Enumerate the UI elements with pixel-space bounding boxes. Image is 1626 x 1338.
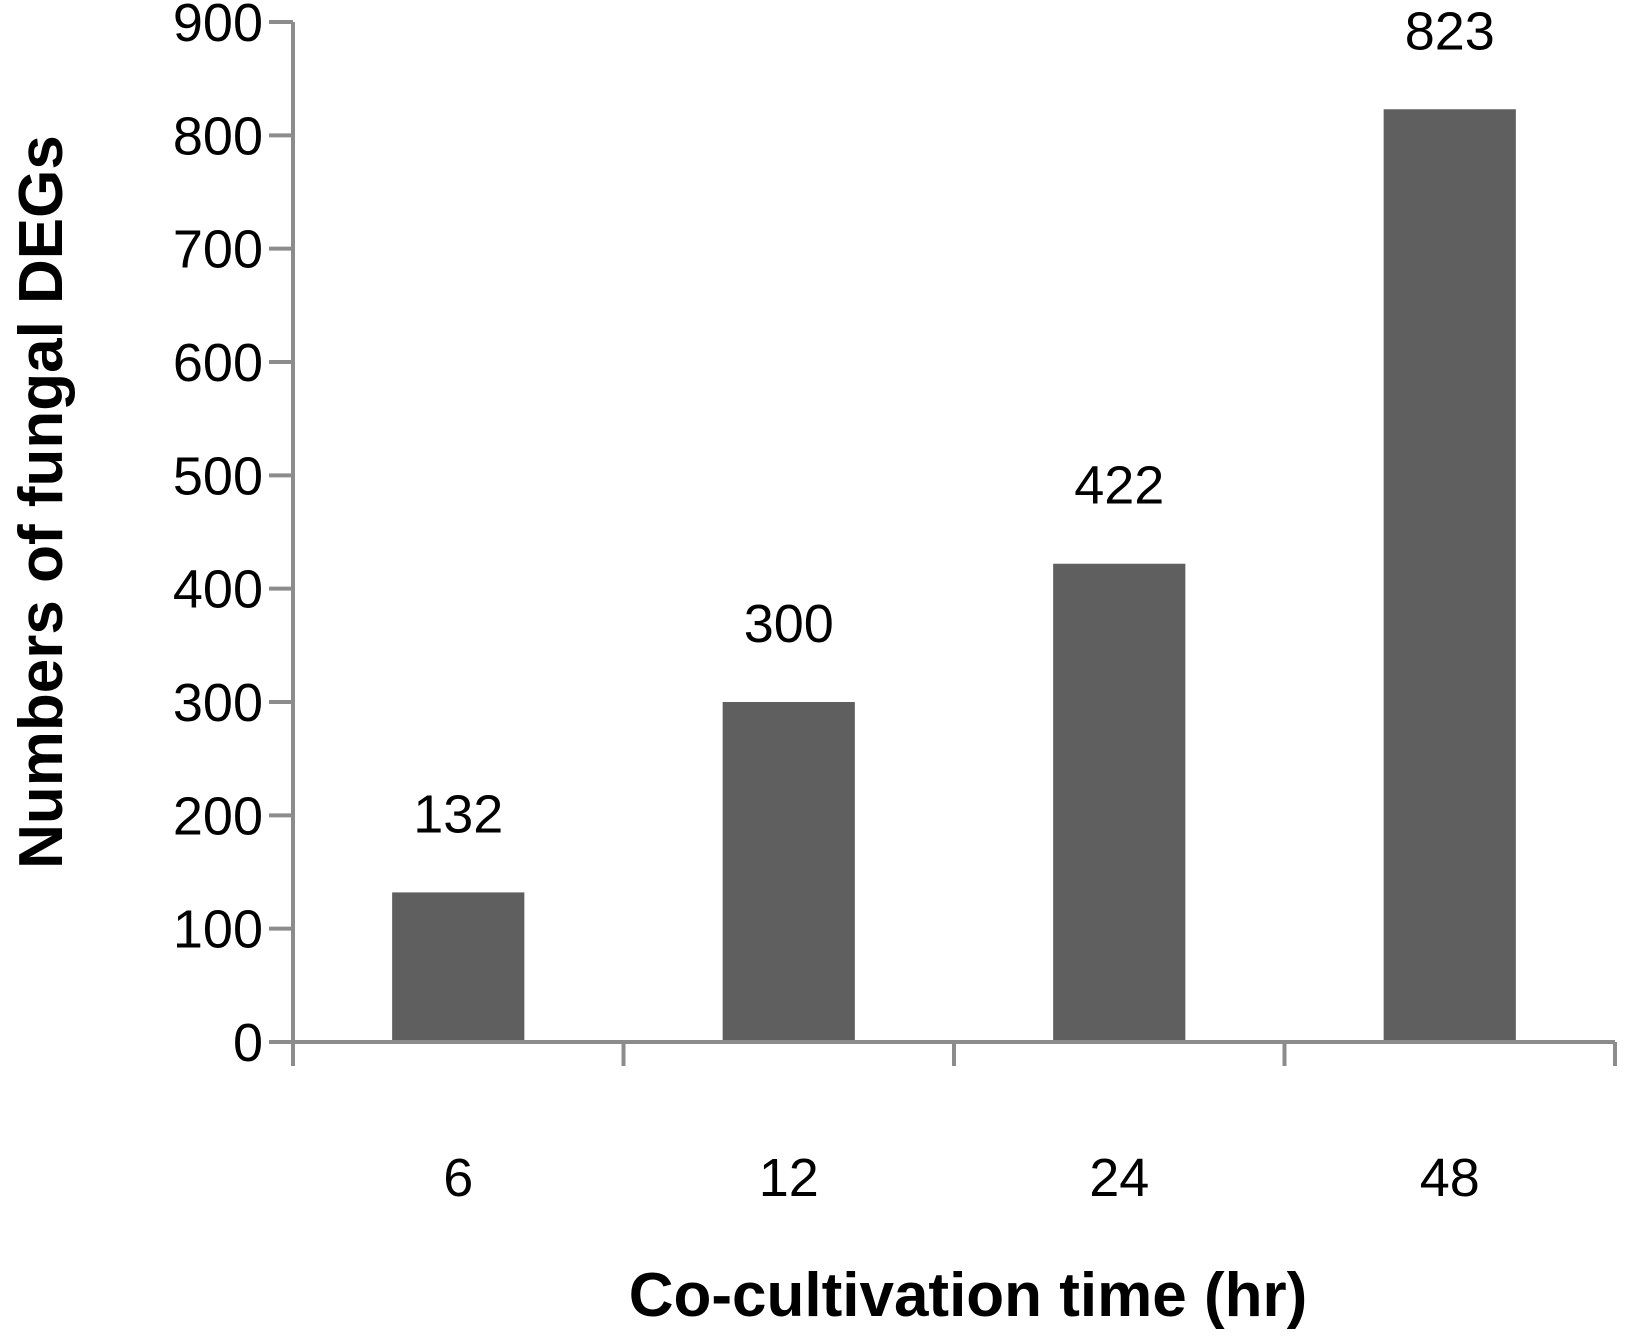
y-tick-label: 600 (173, 333, 263, 393)
bar-value-label: 422 (1074, 456, 1164, 516)
bar-value-label: 300 (744, 594, 834, 654)
bars-group (392, 109, 1516, 1043)
x-tick-label: 24 (1089, 1148, 1149, 1208)
x-tick-label: 6 (443, 1148, 473, 1208)
y-tick-label: 100 (173, 900, 263, 960)
data-labels-group: 132 300 422 823 (413, 1, 1495, 844)
bar-value-label: 823 (1405, 1, 1495, 61)
y-tick-label: 700 (173, 220, 263, 280)
x-axis-title: Co-cultivation time (hr) (629, 1261, 1308, 1330)
y-tick-label: 300 (173, 673, 263, 733)
y-tick-label: 400 (173, 560, 263, 620)
x-tick-label: 12 (759, 1148, 819, 1208)
y-tick-label: 800 (173, 106, 263, 166)
x-tick-label: 48 (1420, 1148, 1480, 1208)
y-tick-label: 0 (233, 1013, 263, 1073)
y-tick-label: 900 (173, 0, 263, 53)
y-axis-title: Numbers of fungal DEGs (7, 135, 76, 869)
bar (1383, 109, 1516, 1043)
y-tick-label: 200 (173, 786, 263, 846)
x-axis: 6 12 24 48 (291, 1040, 1617, 1208)
bar (392, 892, 525, 1042)
y-tick-label: 500 (173, 446, 263, 506)
bar (722, 702, 855, 1042)
y-axis: 0 100 200 300 400 500 600 700 800 900 (173, 0, 295, 1073)
bar-value-label: 132 (413, 784, 503, 844)
bar (1053, 563, 1186, 1042)
